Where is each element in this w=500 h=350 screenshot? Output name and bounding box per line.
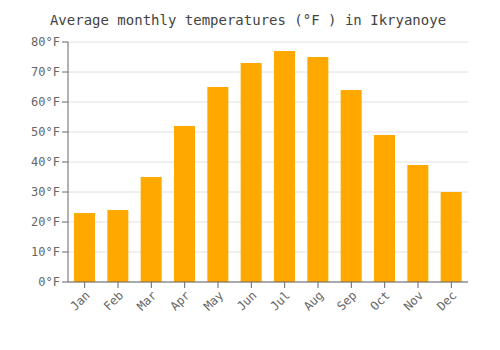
svg-text:Jul: Jul — [268, 288, 293, 313]
svg-text:40°F: 40°F — [31, 155, 60, 169]
svg-text:Apr: Apr — [168, 288, 193, 313]
svg-text:60°F: 60°F — [31, 95, 60, 109]
svg-text:0°F: 0°F — [38, 275, 60, 289]
svg-text:Jan: Jan — [68, 288, 93, 313]
svg-text:Mar: Mar — [134, 288, 159, 313]
svg-text:Sep: Sep — [334, 288, 359, 313]
svg-text:Feb: Feb — [101, 288, 126, 313]
svg-text:10°F: 10°F — [31, 245, 60, 259]
html-text:Average monthly temperatures (: Average monthly temperatures (°F ) in Ik… — [49, 12, 447, 28]
svg-text:Dec: Dec — [434, 288, 459, 313]
svg-text:50°F: 50°F — [31, 125, 60, 139]
svg-text:20°F: 20°F — [31, 215, 60, 229]
svg-text:Jun: Jun — [234, 288, 259, 313]
svg-text:Oct: Oct — [368, 288, 393, 313]
svg-text:30°F: 30°F — [31, 185, 60, 199]
svg-text:70°F: 70°F — [31, 65, 60, 79]
svg-text:May: May — [201, 288, 226, 313]
svg-text:Nov: Nov — [401, 288, 426, 313]
svg-text:80°F: 80°F — [31, 35, 60, 49]
svg-text:Aug: Aug — [301, 288, 326, 313]
